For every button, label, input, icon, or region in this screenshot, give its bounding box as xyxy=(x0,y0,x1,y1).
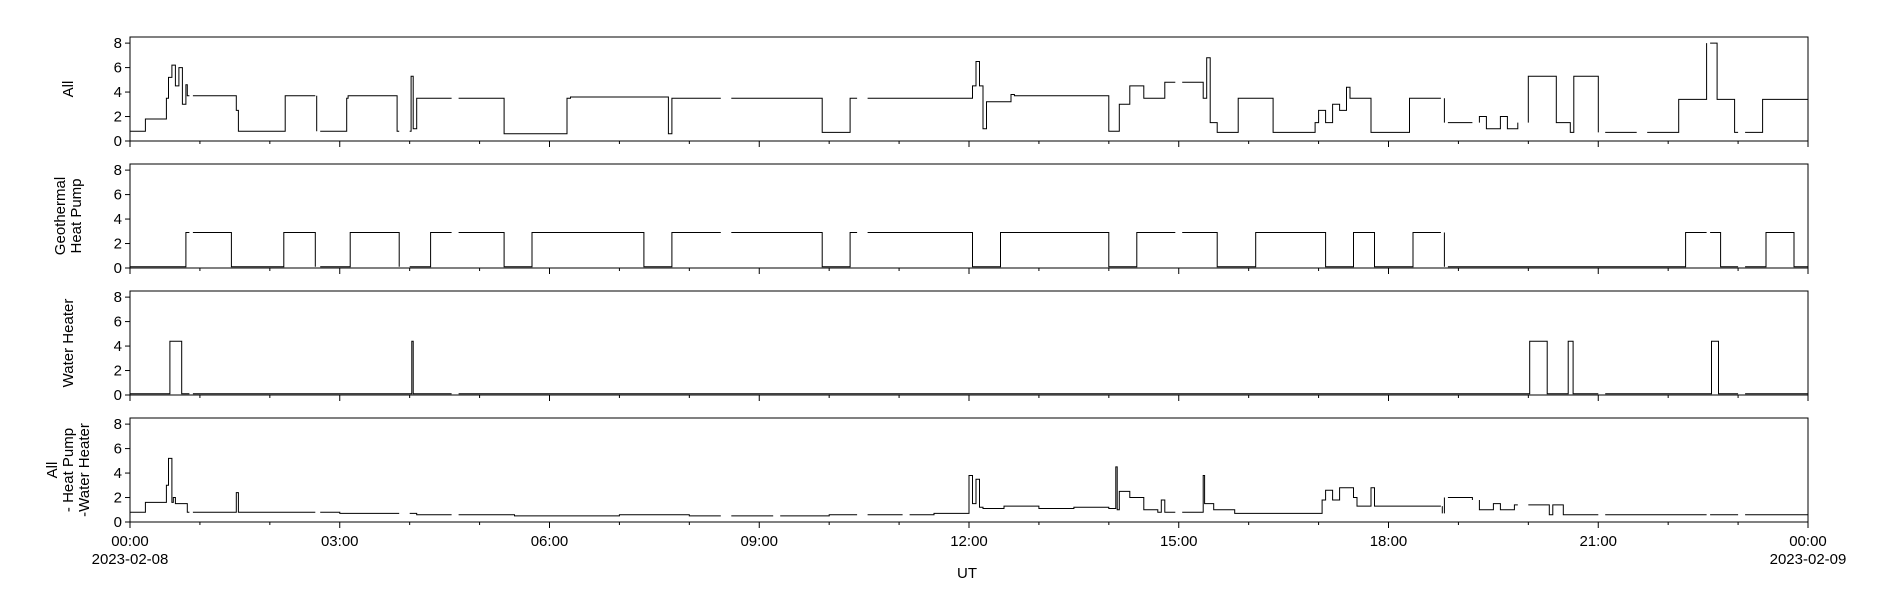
y-tick-label: 6 xyxy=(114,441,122,458)
y-tick-label: 6 xyxy=(114,314,122,331)
x-date-label: 2023-02-08 xyxy=(92,551,169,568)
series-line xyxy=(130,42,1809,135)
y-tick-label: 4 xyxy=(114,465,122,482)
y-axis-label: Heat Pump xyxy=(68,178,85,253)
x-tick-label: 18:00 xyxy=(1370,533,1408,550)
y-tick-label: 2 xyxy=(114,236,122,253)
y-tick-label: 6 xyxy=(114,187,122,204)
y-axis-label: All xyxy=(44,462,61,479)
x-axis-label: UT xyxy=(957,565,977,582)
x-tick-label: 00:00 xyxy=(1789,533,1827,550)
y-tick-label: 6 xyxy=(114,60,122,77)
x-tick-label: 15:00 xyxy=(1160,533,1198,550)
y-tick-label: 4 xyxy=(114,338,122,355)
y-axis-label: Geothermal xyxy=(52,177,69,255)
y-tick-label: 8 xyxy=(114,416,122,433)
x-date-label: 2023-02-09 xyxy=(1770,551,1847,568)
y-tick-label: 2 xyxy=(114,490,122,507)
y-tick-label: 8 xyxy=(114,289,122,306)
series-line xyxy=(130,232,1808,268)
y-tick-label: 8 xyxy=(114,162,122,179)
panel-frame xyxy=(129,163,1809,269)
y-tick-label: 0 xyxy=(114,133,122,150)
y-tick-label: 2 xyxy=(114,363,122,380)
y-axis-label: -Water Heater xyxy=(76,423,93,517)
x-tick-label: 03:00 xyxy=(321,533,359,550)
panel-frame xyxy=(129,290,1809,396)
y-axis-label: - Heat Pump xyxy=(60,428,77,512)
y-tick-label: 8 xyxy=(114,35,122,52)
y-axis-label: Water Heater xyxy=(60,299,77,388)
x-tick-label: 06:00 xyxy=(531,533,569,550)
y-tick-label: 2 xyxy=(114,109,122,126)
x-tick-label: 09:00 xyxy=(740,533,778,550)
y-tick-label: 4 xyxy=(114,211,122,228)
y-tick-label: 0 xyxy=(114,260,122,277)
y-tick-label: 0 xyxy=(114,514,122,531)
y-tick-label: 0 xyxy=(114,387,122,404)
x-tick-label: 00:00 xyxy=(111,533,149,550)
series-line xyxy=(130,340,1808,395)
series-line xyxy=(130,457,1808,517)
x-tick-label: 12:00 xyxy=(950,533,988,550)
y-tick-label: 4 xyxy=(114,84,122,101)
x-tick-label: 21:00 xyxy=(1579,533,1617,550)
y-axis-label: All xyxy=(60,81,77,98)
